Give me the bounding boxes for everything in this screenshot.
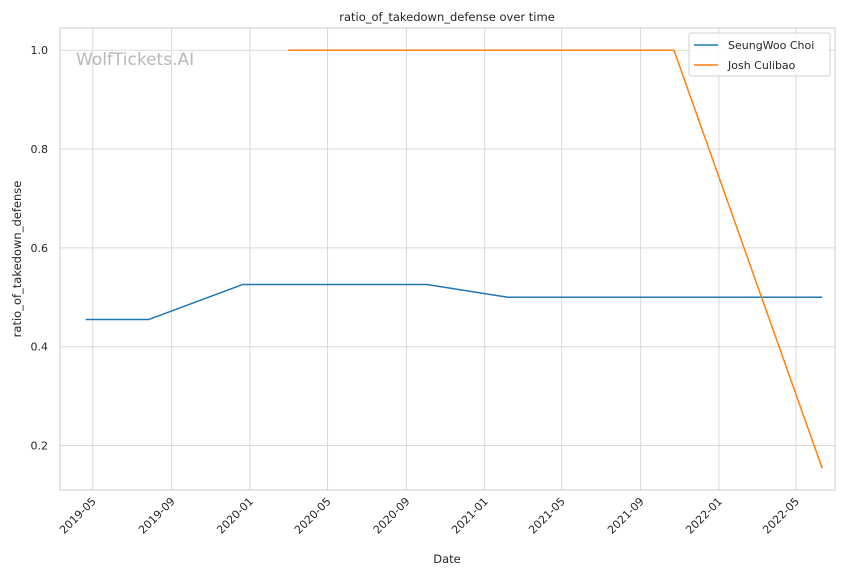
x-axis-label: Date: [433, 552, 461, 566]
y-tick-label: 0.8: [31, 143, 49, 156]
series-line-josh-culibao: [287, 49, 823, 469]
legend-label-josh-culibao: Josh Culibao: [727, 59, 796, 72]
series-line-seungwoo-choi: [85, 283, 823, 321]
y-axis-ticks: 0.2 0.4 0.6 0.8 1.0: [31, 44, 49, 452]
grid: [60, 28, 835, 490]
legend-label-seungwoo-choi: SeungWoo Choi: [728, 39, 814, 52]
legend-box: [688, 32, 831, 77]
x-tick-label: 2021-05: [526, 495, 568, 537]
watermark: WolfTickets.AI: [76, 50, 194, 70]
x-tick-label: 2021-01: [449, 495, 491, 537]
y-tick-label: 0.6: [31, 242, 49, 255]
legend: SeungWoo Choi Josh Culibao: [688, 32, 831, 77]
y-tick-label: 0.2: [31, 440, 49, 453]
chart-title: ratio_of_takedown_defense over time: [339, 10, 555, 24]
x-tick-label: 2022-05: [760, 495, 802, 537]
y-axis-label: ratio_of_takedown_defense: [10, 181, 24, 338]
x-tick-label: 2019-05: [57, 495, 99, 537]
x-tick-label: 2021-09: [605, 495, 647, 537]
x-axis-ticks: 2019-05 2019-09 2020-01 2020-05 2020-09 2021-…: [57, 495, 802, 537]
x-tick-label: 2019-09: [136, 495, 178, 537]
series-lines: [85, 49, 823, 469]
x-tick-label: 2020-01: [214, 495, 256, 537]
x-tick-label: 2020-09: [371, 495, 413, 537]
x-tick-label: 2022-01: [683, 495, 725, 537]
x-tick-label: 2020-05: [292, 495, 334, 537]
plot-frame: [59, 27, 836, 491]
y-tick-label: 0.4: [31, 341, 49, 354]
y-tick-label: 1.0: [31, 44, 49, 57]
